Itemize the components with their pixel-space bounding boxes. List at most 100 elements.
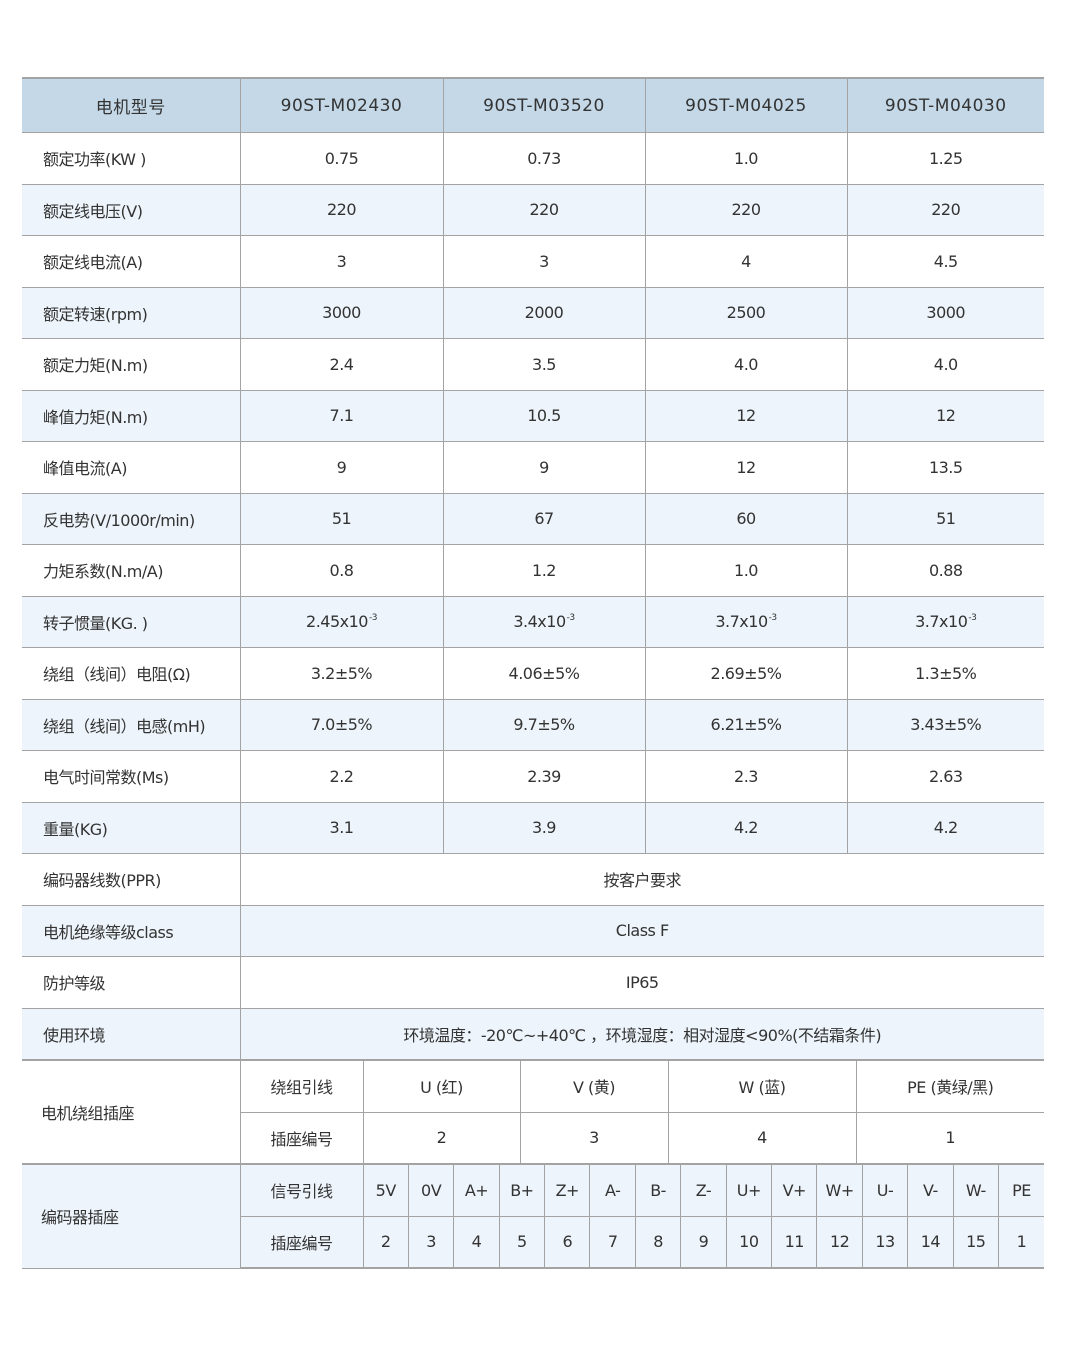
encoder-pin: 12 xyxy=(816,1215,863,1269)
spec-table: 电机型号 90ST-M02430 90ST-M03520 90ST-M04025… xyxy=(22,77,1044,1060)
spec-label: 峰值电流(A) xyxy=(22,441,241,494)
encoder-pin: 7 xyxy=(589,1215,636,1269)
model-header: 90ST-M03520 xyxy=(442,77,646,133)
encoder-lead: B+ xyxy=(498,1164,546,1217)
encoder-lead: W+ xyxy=(816,1164,863,1217)
spec-value-text: 10.5 xyxy=(527,406,561,426)
spec-value-text: 12 xyxy=(736,406,756,426)
spec-span-row: 使用环境 环境温度：-20℃~+40℃ ，环境湿度：相对湿度<90%(不结霜条件) xyxy=(22,1007,1044,1060)
spec-value-text: 2.2 xyxy=(329,766,354,786)
spec-label: 反电势(V/1000r/min) xyxy=(22,492,241,545)
spec-value-text: 2.39 xyxy=(527,766,561,786)
spec-label: 额定转速(rpm) xyxy=(22,286,241,339)
spec-span-value: 按客户要求 xyxy=(239,853,1044,906)
spec-value: 10.5 xyxy=(442,389,646,442)
spec-value: 1.0 xyxy=(644,544,848,597)
spec-span-value: Class F xyxy=(239,904,1044,957)
exponent: -3 xyxy=(768,613,777,624)
encoder-pin: 4 xyxy=(453,1215,500,1269)
spec-value: 2.2 xyxy=(239,750,444,803)
spec-value: 3000 xyxy=(239,286,444,339)
spec-value-text: 4 xyxy=(741,251,751,271)
winding-pin: 1 xyxy=(855,1111,1044,1164)
spec-value: 12 xyxy=(644,389,848,442)
spec-value-text: 12 xyxy=(736,457,756,477)
spec-value-text: 9 xyxy=(539,457,549,477)
spec-value-text: 1.2 xyxy=(532,560,556,580)
winding-pin-label: 插座编号 xyxy=(240,1111,364,1164)
spec-value-text: 220 xyxy=(731,200,761,220)
spec-value-text: 220 xyxy=(529,200,559,220)
encoder-lead: A- xyxy=(589,1164,636,1217)
spec-value-text: 4.0 xyxy=(933,354,958,374)
encoder-pin: 8 xyxy=(634,1215,682,1269)
spec-value: 2.45x10-3 xyxy=(239,595,444,648)
spec-value: 220 xyxy=(442,183,646,236)
encoder-lead: V+ xyxy=(771,1164,818,1217)
spec-value: 2.4 xyxy=(239,338,444,391)
spec-value-text: 51 xyxy=(331,509,352,529)
spec-label: 峰值力矩(N.m) xyxy=(22,389,241,442)
spec-value-text: 60 xyxy=(736,509,756,529)
spec-value: 4.2 xyxy=(846,801,1044,854)
spec-value-text: 0.88 xyxy=(928,560,963,580)
exponent: -3 xyxy=(968,613,977,624)
spec-value: 1.25 xyxy=(846,132,1044,185)
spec-value: 4.0 xyxy=(644,338,848,391)
encoder-pin: 5 xyxy=(498,1215,546,1269)
spec-row: 反电势(V/1000r/min) 51 67 60 51 xyxy=(22,492,1044,545)
model-header: 90ST-M04030 xyxy=(846,77,1044,133)
spec-value: 60 xyxy=(644,492,848,545)
spec-value: 220 xyxy=(644,183,848,236)
model-header: 90ST-M02430 xyxy=(239,77,444,133)
spec-value-text: 9 xyxy=(336,457,347,477)
spec-value-text: 2.69±5% xyxy=(710,663,782,683)
spec-value: 3.43±5% xyxy=(846,698,1044,751)
spec-value-text: 3.2±5% xyxy=(310,663,373,683)
spec-value: 12 xyxy=(644,441,848,494)
spec-value: 3.5 xyxy=(442,338,646,391)
winding-pin: 4 xyxy=(667,1111,857,1164)
spec-value-text: 3.9 xyxy=(532,818,556,838)
winding-lead-label: 绕组引线 xyxy=(239,1060,364,1113)
spec-label: 绕组（线间）电感(mH) xyxy=(22,698,241,751)
spec-value: 9.7±5% xyxy=(442,698,646,751)
spec-row: 额定功率(KW ) 0.75 0.73 1.0 1.25 xyxy=(22,132,1044,185)
spec-value-text: 3.1 xyxy=(329,818,354,838)
encoder-lead: B- xyxy=(634,1164,682,1217)
winding-lead: V (黄) xyxy=(519,1060,669,1113)
spec-value-text: 3.43±5% xyxy=(910,715,982,735)
spec-label: 使用环境 xyxy=(22,1007,241,1060)
model-header: 90ST-M04025 xyxy=(644,77,848,133)
spec-row: 峰值电流(A) 9 9 12 13.5 xyxy=(22,441,1044,494)
winding-pin: 3 xyxy=(519,1111,669,1164)
spec-value-text: 2500 xyxy=(726,303,766,323)
spec-row: 重量(KG) 3.1 3.9 4.2 4.2 xyxy=(22,801,1044,854)
spec-value-text: 7.1 xyxy=(329,406,354,426)
encoder-pin: 15 xyxy=(952,1215,1000,1269)
spec-value: 4.5 xyxy=(846,235,1044,288)
spec-value-text: 220 xyxy=(326,200,357,220)
spec-value-text: 1.0 xyxy=(734,560,758,580)
spec-value-text: 4.2 xyxy=(734,818,758,838)
encoder-pin-row: 插座编号 2 3 4 5 6 7 8 9 10 11 12 13 14 15 1 xyxy=(22,1215,1044,1269)
spec-label: 重量(KG) xyxy=(22,801,241,854)
spec-value-text: 2000 xyxy=(524,303,564,323)
spec-row: 峰值力矩(N.m) 7.1 10.5 12 12 xyxy=(22,389,1044,442)
spec-value: 2500 xyxy=(644,286,848,339)
encoder-pin: 1 xyxy=(998,1215,1044,1269)
spec-value: 220 xyxy=(239,183,444,236)
spec-value: 9 xyxy=(239,441,444,494)
spec-label: 力矩系数(N.m/A) xyxy=(22,544,241,597)
spec-value-text: 3.7x10 xyxy=(915,612,968,632)
spec-value: 2.69±5% xyxy=(644,647,848,700)
spec-label: 额定线电压(V) xyxy=(22,183,241,236)
spec-label: 防护等级 xyxy=(22,956,241,1009)
spec-value: 2.3 xyxy=(644,750,848,803)
spec-value: 2.39 xyxy=(442,750,646,803)
spec-value-text: 6.21±5% xyxy=(710,715,782,735)
spec-value: 4.2 xyxy=(644,801,848,854)
spec-value-text: 0.73 xyxy=(527,148,561,168)
spec-value: 3000 xyxy=(846,286,1044,339)
spec-value: 0.88 xyxy=(846,544,1044,597)
